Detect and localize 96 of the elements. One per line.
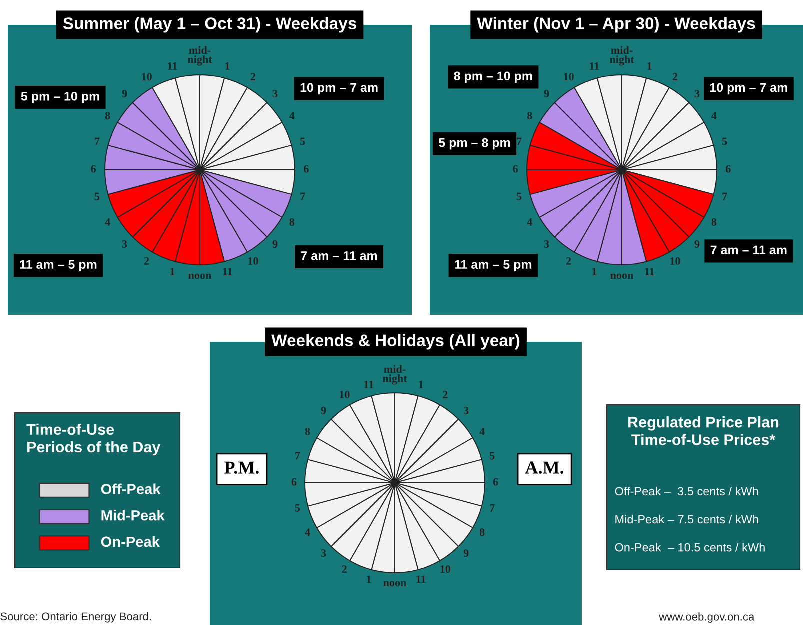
text: 8 (105, 112, 110, 120)
text: mid- night (188, 46, 212, 66)
category-label: Off-Peak (101, 484, 161, 494)
text: 1 (170, 268, 175, 276)
category-label: On-Peak – 10.5 cents / kWh (615, 543, 765, 552)
text: 11 (223, 268, 232, 276)
text: 3 (544, 240, 550, 248)
text: 2 (250, 73, 256, 81)
text: 9 (694, 240, 700, 248)
text: 7 am – 11 am (710, 246, 787, 255)
text: 7 am – 11 am (301, 252, 378, 260)
text: 7 (490, 504, 495, 512)
text: 8 (712, 218, 717, 226)
text: 2 (443, 391, 448, 398)
category-label: On-Peak (101, 536, 160, 548)
text: 6 (726, 165, 731, 173)
text: 10 pm – 7 am (300, 83, 378, 95)
text: 6 (91, 165, 96, 173)
category-label: Mid-Peak (102, 510, 165, 521)
text: 4 (480, 428, 485, 436)
text: 8 (527, 112, 532, 120)
text: 8 (290, 218, 295, 226)
text: 5 (94, 192, 100, 200)
text: 3 (694, 90, 700, 98)
text: 8 pm – 10 pm (454, 72, 532, 84)
text: Time-of-Use Periods of the Day (26, 424, 161, 456)
text: 9 (272, 240, 278, 248)
text: P.M. (224, 462, 259, 474)
text: 2 (672, 73, 678, 81)
text: 9 (544, 90, 550, 98)
text: noon (610, 274, 634, 280)
text: 11 am – 5 pm (20, 260, 97, 272)
text: 6 (513, 165, 518, 173)
text: 2 (144, 257, 150, 265)
text: A.M. (525, 462, 564, 474)
text: 1 (226, 62, 230, 70)
text: 11 (416, 576, 426, 584)
text: 4 (527, 218, 532, 226)
text: 11 (590, 62, 600, 70)
text: 9 (321, 407, 326, 415)
text: 8 (480, 528, 485, 536)
text: 11 (168, 62, 178, 70)
text: 7 (295, 452, 300, 460)
text: 10 pm – 7 am (710, 83, 788, 95)
text: 3 (321, 550, 326, 558)
text: 11 (645, 268, 654, 276)
text: 7 (95, 138, 100, 146)
text: 1 (592, 268, 597, 276)
text: 4 (712, 112, 717, 120)
text: 1 (648, 62, 652, 70)
text: Regulated Price Plan Time-of-Use Prices* (628, 416, 779, 446)
chart-title: Winter (Nov 1 – Apr 30) - Weekdays (477, 17, 756, 33)
category-label: Mid-Peak – 7.5 cents / kWh (616, 514, 758, 524)
text: 5 (516, 192, 522, 200)
text: 3 (122, 240, 128, 248)
text: 7 (722, 192, 728, 200)
text: 6 (304, 165, 309, 173)
text: 7 (300, 192, 306, 200)
text: mid- night (382, 365, 408, 385)
text: 10 (142, 73, 152, 81)
text: 1 (419, 380, 424, 388)
text: mid- night (610, 46, 634, 66)
source-note: Source: Ontario Energy Board. (0, 612, 152, 623)
text: 6 (493, 478, 498, 486)
text: 9 (464, 550, 469, 558)
text: 11 (364, 380, 374, 388)
text: 8 (305, 428, 310, 436)
text: 10 (670, 257, 680, 265)
text: 5 pm – 10 pm (21, 92, 100, 104)
text: 6 (292, 478, 297, 486)
text: 4 (105, 218, 110, 226)
text: noon (384, 581, 407, 587)
text: www.oeb.gov.on.ca (659, 612, 755, 624)
text: 7 (517, 138, 522, 146)
text: 5 (295, 504, 300, 512)
text: 10 (248, 257, 258, 265)
text: noon (188, 274, 212, 280)
chart-title: Summer (May 1 – Oct 31) - Weekdays (63, 17, 356, 33)
category-label: Off-Peak – 3.5 cents / kWh (615, 486, 758, 496)
text: 3 (464, 407, 469, 415)
text: 11 am – 5 pm (455, 260, 532, 272)
text: 10 (564, 73, 574, 81)
text: 5 (490, 452, 495, 460)
text: 3 (272, 90, 278, 98)
text: 1 (367, 576, 372, 584)
text: 10 (340, 390, 350, 398)
text: 9 (122, 90, 128, 98)
chart-title: Weekends & Holidays (All year) (272, 334, 520, 350)
text: 2 (566, 257, 572, 265)
text: 5 (300, 138, 306, 146)
text: 5 (722, 138, 728, 146)
text: 10 (440, 566, 451, 574)
text: 2 (342, 566, 347, 573)
text: 5 pm – 8 pm (439, 138, 510, 150)
text: 4 (290, 112, 295, 120)
text: 4 (305, 528, 310, 536)
